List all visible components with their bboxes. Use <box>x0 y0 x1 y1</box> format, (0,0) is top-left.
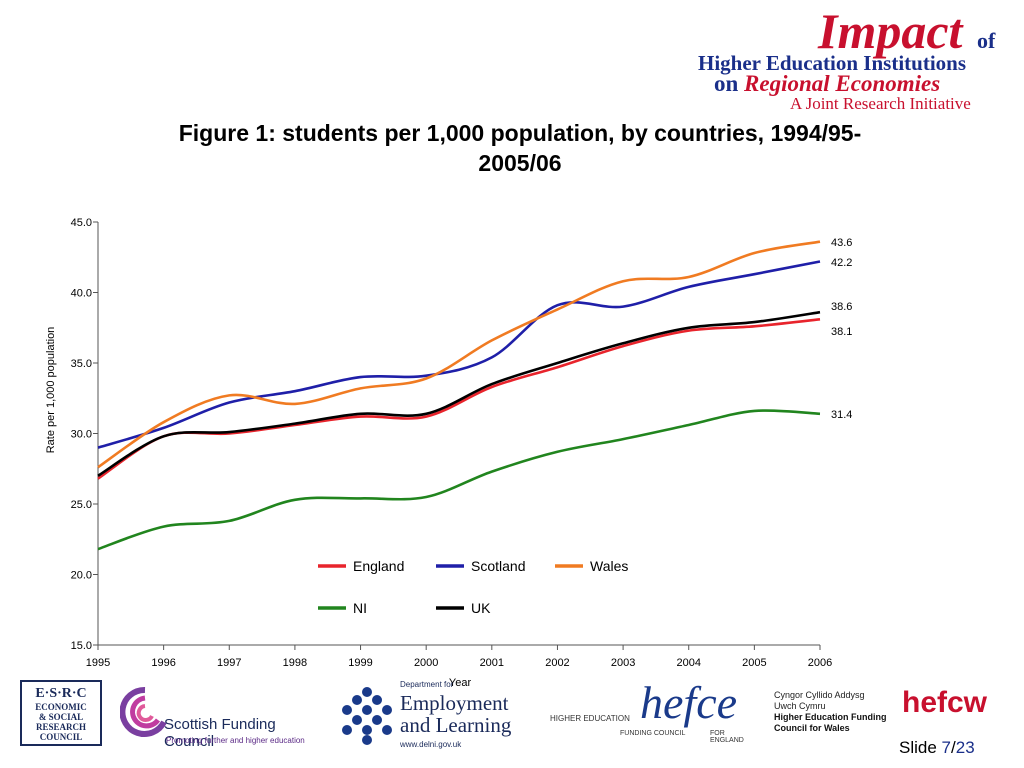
x-tick-label: 2001 <box>480 657 504 669</box>
hefce-sub2: FUNDING COUNCIL <box>620 730 686 737</box>
hefcw-line1: Cyngor Cyllido Addysg <box>774 690 865 700</box>
logo-line4: A Joint Research Initiative <box>790 94 971 113</box>
chart-title: Figure 1: students per 1,000 population,… <box>90 118 950 178</box>
logo-line3-main: Regional Economies <box>744 71 941 96</box>
del-url: www.delni.gov.uk <box>400 740 462 749</box>
x-tick-label: 2002 <box>545 657 569 669</box>
esrc-logo-line5: COUNCIL <box>39 732 83 742</box>
hefcw-wordmark: hefcw <box>902 686 988 719</box>
hefcw-text: Cyngor Cyllido Addysg Uwch Cymru Higher … <box>774 690 887 734</box>
logo-line2: Higher Education Institutions <box>698 51 967 75</box>
sfc-name: Scottish Funding Council <box>164 716 276 750</box>
x-tick-label: 1997 <box>217 657 241 669</box>
slide-total: 23 <box>955 738 975 757</box>
impact-logo: Impact of Higher Education Institutions … <box>690 6 1010 114</box>
series-line-wales <box>97 240 821 469</box>
y-tick-label: 15.0 <box>71 640 92 652</box>
series-line-uk <box>97 310 821 477</box>
x-tick-label: 1995 <box>86 657 110 669</box>
hefce-sub1: HIGHER EDUCATION <box>550 714 630 723</box>
y-tick-label: 30.0 <box>71 429 92 441</box>
end-label-wales: 43.6 <box>831 237 852 249</box>
hefce-wordmark: hefce <box>640 677 738 728</box>
x-tick-label: 1998 <box>283 657 307 669</box>
sfc-swirl-icon <box>120 686 167 737</box>
esrc-logo-line3: & SOCIAL <box>38 712 84 722</box>
del-name-line1: Employment <box>400 691 509 715</box>
legend-label-uk: UK <box>471 600 491 616</box>
x-tick-label: 2006 <box>808 657 832 669</box>
series-line-england <box>97 318 821 480</box>
chart-title-line1: Figure 1: students per 1,000 population,… <box>178 120 862 146</box>
esrc-logo-line1: E·S·R·C <box>35 686 87 701</box>
logo-of: of <box>977 28 996 53</box>
y-tick-label: 45.0 <box>71 217 92 229</box>
series-line-scotland <box>97 260 821 449</box>
x-axis-label: Year <box>449 677 472 689</box>
end-label-scotland: 42.2 <box>831 257 852 269</box>
x-tick-label: 2005 <box>742 657 766 669</box>
sfc-logo: Scottish Funding Council Promoting furth… <box>120 680 320 750</box>
x-tick-label: 2000 <box>414 657 438 669</box>
legend-label-england: England <box>353 558 404 574</box>
x-tick-label: 1996 <box>151 657 175 669</box>
end-label-uk: 38.6 <box>831 301 852 313</box>
hefcw-line3-text: Higher Education Funding <box>774 712 887 722</box>
partner-logos: E·S·R·C ECONOMIC & SOCIAL RESEARCH COUNC… <box>0 672 1024 768</box>
x-tick-label: 2003 <box>611 657 635 669</box>
slide-number: Slide 7/23 <box>899 738 975 758</box>
esrc-logo-line4: RESEARCH <box>35 722 86 732</box>
y-tick-label: 25.0 <box>71 499 92 511</box>
hefcw-line2: Uwch Cymru <box>774 701 826 711</box>
x-tick-label: 2004 <box>676 657 700 669</box>
chart-title-line2: 2005/06 <box>478 150 562 176</box>
y-axis-label: Rate per 1,000 population <box>45 327 57 454</box>
logo-line3: on Regional Economies <box>714 71 940 97</box>
series-line-ni <box>97 409 821 551</box>
del-dept: Department for <box>400 680 454 689</box>
legend-label-wales: Wales <box>590 558 628 574</box>
logo-line3-prefix: on <box>714 71 739 96</box>
del-hexagon-icon <box>342 687 392 745</box>
logo-main: Impact <box>818 3 963 59</box>
legend-label-scotland: Scotland <box>471 558 525 574</box>
del-name: Employment and Learning <box>400 692 511 736</box>
hefce-logo: hefce HIGHER EDUCATION FUNDING COUNCIL F… <box>550 676 760 756</box>
hefcw-line4: Council for Wales <box>774 723 887 734</box>
slide-sep: / <box>951 738 956 757</box>
slide-label: Slide <box>899 738 937 757</box>
del-name-line2: and Learning <box>400 713 512 737</box>
y-tick-label: 40.0 <box>71 288 92 300</box>
end-label-england: 38.1 <box>831 326 852 338</box>
hefcw-line4-text: Council for Wales <box>774 723 850 733</box>
end-label-ni: 31.4 <box>831 409 852 421</box>
del-logo: Department for Employment and Learning w… <box>336 676 526 756</box>
esrc-logo: E·S·R·C ECONOMIC & SOCIAL RESEARCH COUNC… <box>20 680 102 746</box>
legend-label-ni: NI <box>353 600 367 616</box>
esrc-logo-line2: ECONOMIC <box>35 702 87 712</box>
slide-current: 7 <box>941 738 952 757</box>
sfc-tagline: Promoting further and higher education <box>166 736 305 745</box>
y-tick-label: 20.0 <box>71 570 92 582</box>
hefcw-line3: Higher Education Funding <box>774 712 887 723</box>
hefce-sub3: FOR ENGLAND <box>710 730 744 744</box>
y-tick-label: 35.0 <box>71 358 92 370</box>
x-tick-label: 1999 <box>348 657 372 669</box>
